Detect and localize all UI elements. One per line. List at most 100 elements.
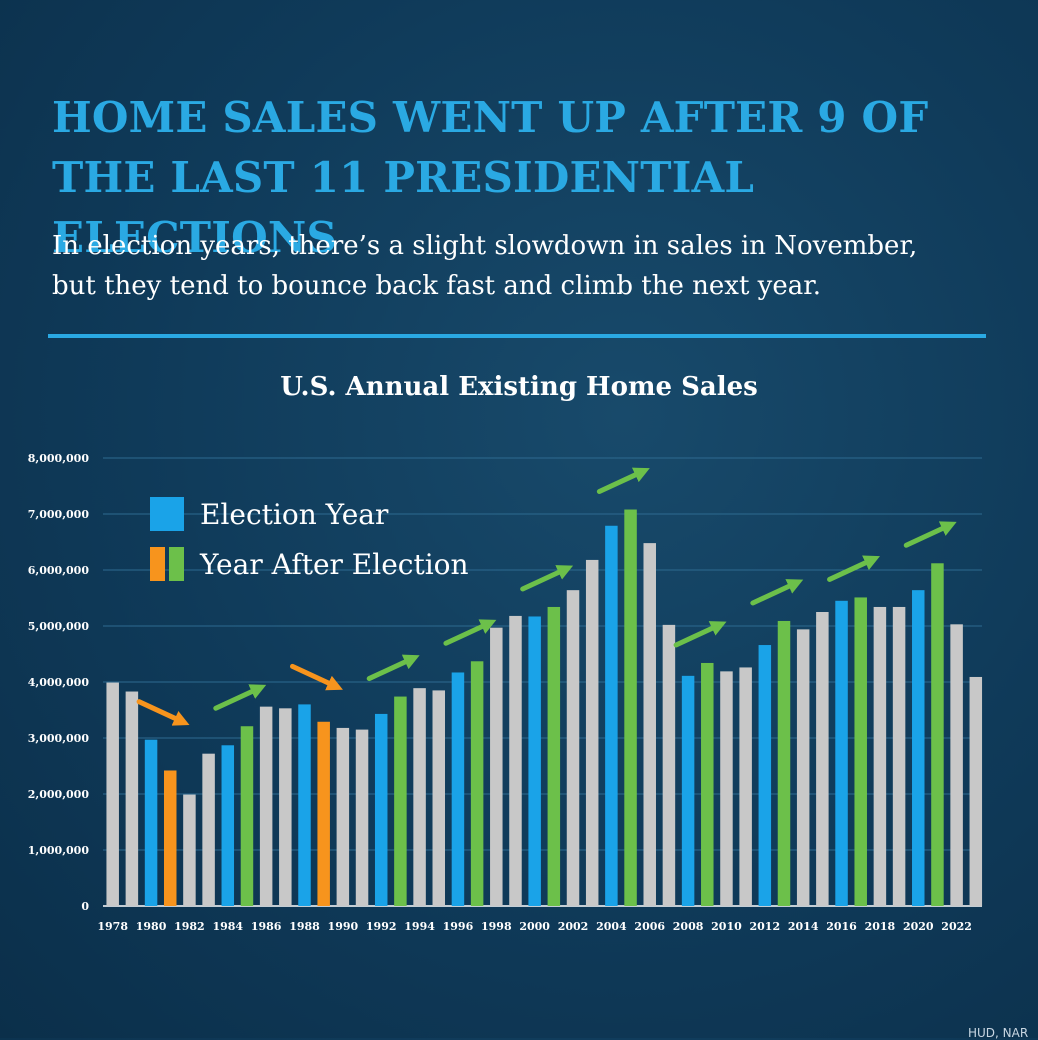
- legend-label: Year After Election: [199, 548, 469, 581]
- trend-arrows: [136, 467, 957, 726]
- bar-2022: [950, 624, 963, 906]
- y-tick-label: 2,000,000: [28, 788, 90, 801]
- x-tick-label: 1990: [328, 920, 359, 933]
- bar-2007: [662, 624, 676, 906]
- x-tick-label: 2016: [826, 920, 857, 933]
- bar-1981: [163, 770, 177, 906]
- x-tick-label: 1982: [174, 920, 205, 933]
- x-tick-label: 2000: [519, 920, 550, 933]
- x-axis-ticks: 1978 1980 1982 1984 1986 1988 1990 1992 1994 1996…: [97, 920, 972, 933]
- bar-2012: [758, 645, 772, 906]
- bars: [106, 509, 983, 906]
- bar-2016: [835, 600, 848, 906]
- bar-1998: [490, 627, 503, 906]
- bar-1985: [240, 726, 254, 906]
- bar-2000: [528, 616, 541, 906]
- bar-1986: [259, 706, 273, 906]
- x-tick-label: 1994: [404, 920, 435, 933]
- y-tick-label: 1,000,000: [28, 844, 90, 857]
- bar-1980: [144, 739, 158, 906]
- x-tick-label: 1980: [136, 920, 167, 933]
- trend-arrow-1992: [366, 654, 420, 682]
- legend-label: Election Year: [200, 498, 389, 531]
- bar-1990: [336, 727, 350, 906]
- legend-swatch: [150, 547, 165, 581]
- subtitle-line-1: In election years, there’s a slight slow…: [52, 231, 918, 261]
- bar-1978: [106, 682, 119, 906]
- bar-2013: [777, 620, 791, 906]
- chart-title: U.S. Annual Existing Home Sales: [280, 372, 758, 402]
- bar-1994: [413, 688, 426, 906]
- x-tick-label: 2002: [558, 920, 589, 933]
- bar-1995: [432, 690, 446, 906]
- bar-2014: [796, 629, 810, 906]
- bar-2005: [624, 509, 637, 906]
- bar-1992: [374, 713, 388, 906]
- bar-1984: [221, 745, 235, 906]
- legend-swatch: [169, 547, 184, 581]
- x-tick-label: 1998: [481, 920, 512, 933]
- x-tick-label: 2014: [788, 920, 819, 933]
- bar-2004: [605, 525, 618, 906]
- bar-1999: [509, 615, 522, 906]
- divider-rule: [48, 334, 986, 338]
- trend-arrow-2020: [903, 521, 957, 548]
- y-tick-label: 8,000,000: [28, 452, 90, 465]
- source-note: HUD, NAR: [968, 1026, 1029, 1040]
- bar-2018: [873, 606, 887, 906]
- trend-arrow-2000: [520, 565, 574, 592]
- y-tick-label: 5,000,000: [28, 620, 90, 633]
- x-tick-label: 1996: [443, 920, 474, 933]
- bar-2001: [547, 606, 561, 906]
- bar-1996: [451, 672, 465, 906]
- bar-2003: [585, 559, 599, 906]
- trend-arrow-2008: [673, 621, 727, 648]
- bar-1991: [355, 729, 369, 906]
- bar-2019: [892, 606, 906, 906]
- x-tick-label: 1988: [289, 920, 320, 933]
- y-tick-label: 3,000,000: [28, 732, 90, 745]
- bar-2023: [969, 676, 983, 906]
- bar-1983: [202, 753, 215, 906]
- bar-1989: [317, 721, 330, 906]
- bar-1993: [394, 696, 407, 906]
- y-axis-ticks: 0 1,000,000 2,000,000 3,000,000 4,000,000 5,0…: [28, 452, 90, 913]
- trend-arrow-2016: [827, 555, 880, 582]
- bar-1982: [183, 794, 196, 906]
- headline-line-2: THE LAST 11 PRESIDENTIAL ELECTIONS: [52, 153, 755, 262]
- trend-arrow-1984: [213, 684, 267, 711]
- bar-2009: [701, 662, 714, 906]
- subtitle-line-2: but they tend to bounce back fast and cl…: [52, 271, 822, 301]
- x-tick-label: 1986: [251, 920, 282, 933]
- trend-arrow-2004: [596, 467, 650, 495]
- bar-1979: [125, 691, 139, 906]
- bar-2015: [816, 612, 829, 906]
- x-tick-label: 1978: [97, 920, 128, 933]
- x-tick-label: 2012: [750, 920, 781, 933]
- trend-arrow-1988: [290, 663, 343, 691]
- bar-2010: [720, 671, 733, 906]
- subtitle: In election years, there’s a slight slow…: [52, 226, 1012, 306]
- bar-2017: [854, 597, 867, 906]
- y-tick-label: 0: [81, 900, 89, 913]
- y-tick-label: 6,000,000: [28, 564, 90, 577]
- x-tick-label: 2022: [941, 920, 972, 933]
- bar-2021: [931, 563, 944, 906]
- bar-2008: [681, 675, 695, 906]
- headline-line-1: HOME SALES WENT UP AFTER 9 OF: [52, 93, 929, 142]
- bar-2011: [739, 667, 752, 906]
- bar-1988: [298, 704, 311, 906]
- y-tick-label: 4,000,000: [28, 676, 90, 689]
- bar-2002: [566, 590, 580, 906]
- y-tick-label: 7,000,000: [28, 508, 90, 521]
- trend-arrow-1980: [136, 699, 190, 726]
- x-tick-label: 2018: [865, 920, 896, 933]
- bar-1987: [279, 708, 292, 906]
- bar-2006: [643, 543, 656, 906]
- x-tick-label: 1984: [212, 920, 243, 933]
- legend: Election Year Year After Election: [150, 497, 469, 581]
- x-tick-label: 2008: [673, 920, 704, 933]
- x-tick-label: 1992: [366, 920, 397, 933]
- bar-1997: [470, 661, 484, 906]
